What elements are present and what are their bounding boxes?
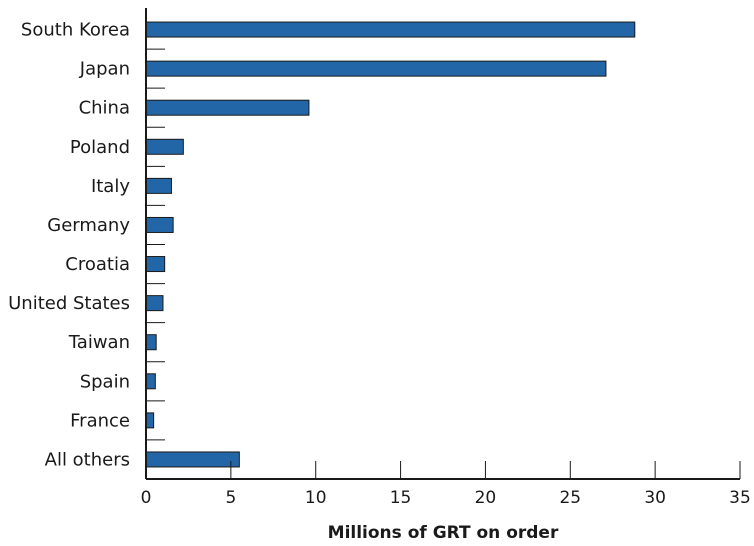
category-label: Italy <box>91 176 130 197</box>
x-tick-label: 0 <box>141 488 152 508</box>
category-separator-ticks <box>146 48 165 441</box>
category-label: Poland <box>70 137 130 158</box>
x-tick-label: 15 <box>390 488 412 508</box>
category-label: France <box>70 410 130 431</box>
bar-china <box>145 99 310 116</box>
bar-poland <box>145 138 184 155</box>
x-tick-label: 25 <box>559 488 581 508</box>
category-label: Germany <box>47 215 130 236</box>
category-label: Taiwan <box>68 332 130 353</box>
bar-united-states <box>145 295 164 312</box>
category-label: China <box>79 98 130 119</box>
x-tick-label: 30 <box>644 488 666 508</box>
category-label: Croatia <box>65 254 130 275</box>
bar-italy <box>145 177 172 194</box>
bars-group <box>145 21 636 468</box>
category-label: South Korea <box>21 20 130 41</box>
bar-france <box>145 412 155 429</box>
x-tick-label: 5 <box>225 488 236 508</box>
category-label: Japan <box>79 59 130 80</box>
x-tick-label: 35 <box>729 488 751 508</box>
x-axis-title: Millions of GRT on order <box>328 523 559 543</box>
bar-croatia <box>145 256 166 273</box>
category-labels: South Korea Japan China Poland Italy Germany C… <box>8 20 130 471</box>
bar-spain <box>145 373 156 390</box>
category-label: All others <box>45 449 130 470</box>
bar-all-others <box>145 451 240 468</box>
category-label: United States <box>8 293 130 314</box>
category-label: Spain <box>80 371 130 392</box>
bar-germany <box>145 216 174 233</box>
bar-south-korea <box>145 21 636 38</box>
x-tick-label: 10 <box>305 488 327 508</box>
bar-taiwan <box>145 334 157 351</box>
bar-japan <box>145 60 607 77</box>
x-axis-tick-labels: 0 5 10 15 20 25 30 35 <box>141 488 751 508</box>
x-tick-label: 20 <box>475 488 497 508</box>
